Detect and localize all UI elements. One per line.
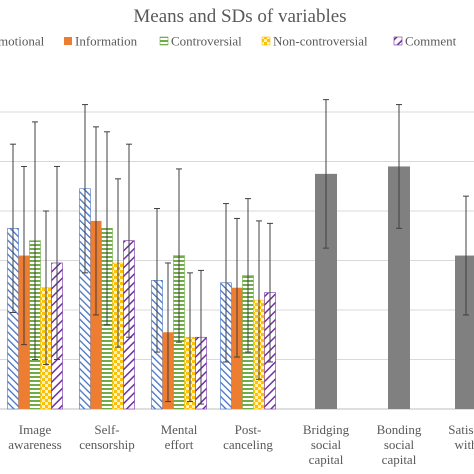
x-tick-label-line: Image xyxy=(19,422,52,437)
x-tick-label-line: Self- xyxy=(94,422,119,437)
x-tick-label-line: social xyxy=(384,437,415,452)
legend-swatch xyxy=(393,36,403,46)
legend-label: motional xyxy=(0,34,45,49)
x-tick-label: Bonding social capital xyxy=(377,422,422,467)
x-tick-label-line: Mental xyxy=(161,422,198,437)
bar xyxy=(455,255,474,409)
chart-title: Means and SDs of variables xyxy=(133,6,346,27)
x-tick-label: Image awareness xyxy=(8,422,61,452)
x-tick-label-line: with xyxy=(454,437,474,452)
x-tick-label: Post-canceling xyxy=(223,422,273,452)
x-tick-label: Mental effort xyxy=(161,422,198,452)
x-tick-label-line: Satisfa xyxy=(448,422,474,437)
legend-label: Comment xyxy=(405,34,457,49)
x-tick-label-line: awareness xyxy=(8,437,61,452)
legend-label: Information xyxy=(75,34,138,49)
x-tick-label-line: canceling xyxy=(223,437,273,452)
x-tick-label-line: Bridging xyxy=(303,422,350,437)
legend: motional Information Controversial Non-cont… xyxy=(0,34,457,49)
x-tick-label-line: effort xyxy=(165,437,194,452)
x-tick-label: Bridging social capital xyxy=(303,422,350,467)
x-tick-label: Satisfawith xyxy=(448,422,474,452)
error-bars xyxy=(10,99,469,405)
bar xyxy=(315,173,337,409)
x-tick-label-line: capital xyxy=(309,452,344,467)
legend-swatch xyxy=(159,36,169,46)
x-tick-label-line: censorship xyxy=(79,437,135,452)
legend-swatch xyxy=(261,36,271,46)
legend-swatch xyxy=(64,37,72,45)
legend-label: Controversial xyxy=(171,34,242,49)
bars xyxy=(7,166,474,410)
x-tick-label-line: Bonding xyxy=(377,422,422,437)
legend-label: Non-controversial xyxy=(273,34,368,49)
x-tick-label-line: capital xyxy=(382,452,417,467)
x-axis-labels: Image awareness Self-censorship Mental effor… xyxy=(8,422,474,467)
x-tick-label-line: Post- xyxy=(235,422,262,437)
x-tick-label-line: social xyxy=(311,437,342,452)
x-tick-label: Self-censorship xyxy=(79,422,135,452)
bar xyxy=(388,166,410,409)
